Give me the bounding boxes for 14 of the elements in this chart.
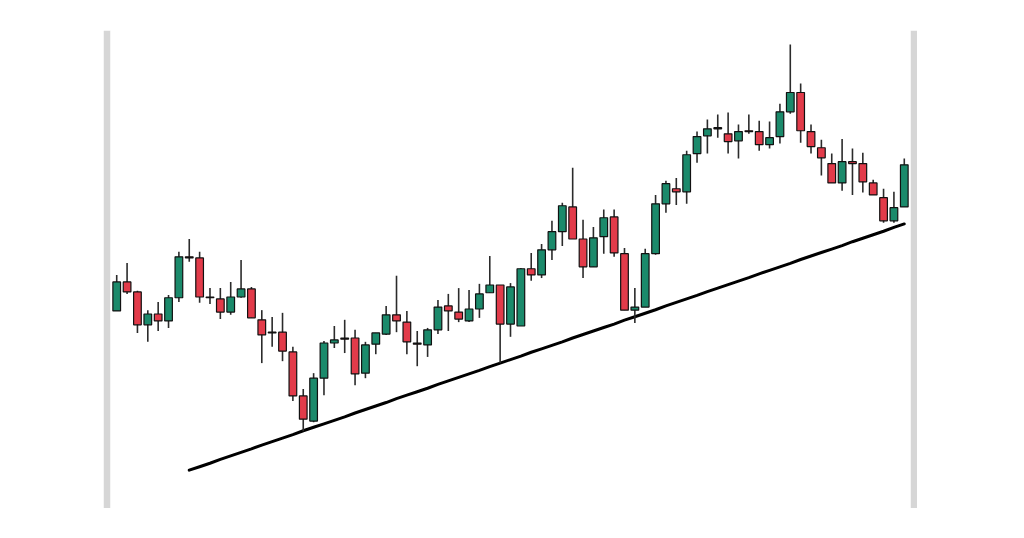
candlestick <box>485 255 495 294</box>
candlestick <box>827 152 837 184</box>
candlestick <box>402 310 412 356</box>
candlestick <box>257 309 267 364</box>
candlestick <box>340 319 350 354</box>
candlestick <box>184 238 194 263</box>
candlestick <box>692 130 702 164</box>
candlestick <box>443 293 453 332</box>
candlestick <box>329 325 339 349</box>
candlestick <box>371 332 381 356</box>
candlestick <box>454 287 464 323</box>
candlestick <box>599 208 609 255</box>
candlestick <box>806 123 816 155</box>
candlestick <box>816 138 826 177</box>
